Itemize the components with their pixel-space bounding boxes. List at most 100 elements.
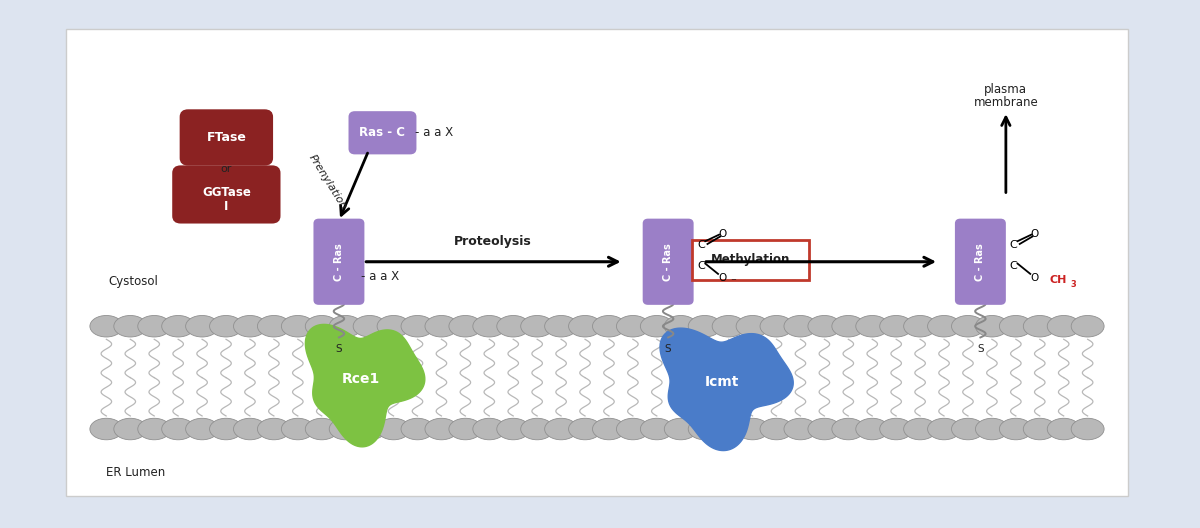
Text: Rce1: Rce1 bbox=[342, 372, 380, 385]
Ellipse shape bbox=[976, 316, 1008, 337]
Text: C - Ras: C - Ras bbox=[976, 243, 985, 280]
Text: membrane: membrane bbox=[973, 97, 1038, 109]
Text: O: O bbox=[1031, 272, 1039, 282]
Ellipse shape bbox=[305, 316, 338, 337]
Ellipse shape bbox=[473, 316, 505, 337]
Ellipse shape bbox=[928, 418, 960, 440]
Ellipse shape bbox=[138, 316, 170, 337]
Polygon shape bbox=[660, 328, 793, 450]
Ellipse shape bbox=[497, 316, 529, 337]
Ellipse shape bbox=[234, 316, 266, 337]
Ellipse shape bbox=[832, 316, 865, 337]
Ellipse shape bbox=[545, 316, 577, 337]
Ellipse shape bbox=[425, 316, 458, 337]
Text: ⁻: ⁻ bbox=[730, 277, 736, 287]
Text: S: S bbox=[665, 344, 672, 354]
Text: C - Ras: C - Ras bbox=[664, 243, 673, 280]
Ellipse shape bbox=[353, 418, 386, 440]
Ellipse shape bbox=[593, 418, 625, 440]
Ellipse shape bbox=[545, 418, 577, 440]
Ellipse shape bbox=[90, 418, 122, 440]
Ellipse shape bbox=[114, 316, 146, 337]
Ellipse shape bbox=[305, 418, 338, 440]
Ellipse shape bbox=[856, 418, 889, 440]
Ellipse shape bbox=[976, 418, 1008, 440]
Ellipse shape bbox=[928, 316, 960, 337]
Ellipse shape bbox=[401, 418, 434, 440]
Text: I: I bbox=[224, 200, 228, 213]
Ellipse shape bbox=[856, 316, 889, 337]
Text: C - Ras: C - Ras bbox=[334, 243, 344, 280]
Text: Proteolysis: Proteolysis bbox=[454, 235, 532, 248]
FancyBboxPatch shape bbox=[691, 240, 809, 279]
Ellipse shape bbox=[473, 418, 505, 440]
Ellipse shape bbox=[497, 418, 529, 440]
Ellipse shape bbox=[736, 316, 769, 337]
Ellipse shape bbox=[641, 316, 673, 337]
Ellipse shape bbox=[1072, 316, 1104, 337]
Ellipse shape bbox=[1024, 316, 1056, 337]
Text: Methylation: Methylation bbox=[710, 253, 790, 267]
Ellipse shape bbox=[1000, 316, 1032, 337]
Ellipse shape bbox=[689, 418, 721, 440]
FancyBboxPatch shape bbox=[173, 166, 280, 222]
Ellipse shape bbox=[1048, 418, 1080, 440]
Ellipse shape bbox=[569, 418, 601, 440]
Ellipse shape bbox=[1048, 316, 1080, 337]
Ellipse shape bbox=[329, 316, 362, 337]
Text: S: S bbox=[336, 344, 342, 354]
Ellipse shape bbox=[281, 418, 314, 440]
Text: - a a X: - a a X bbox=[361, 270, 400, 283]
Ellipse shape bbox=[401, 316, 434, 337]
Ellipse shape bbox=[808, 418, 841, 440]
Text: - a a X: - a a X bbox=[415, 126, 454, 139]
Ellipse shape bbox=[234, 418, 266, 440]
Ellipse shape bbox=[689, 316, 721, 337]
Ellipse shape bbox=[449, 418, 482, 440]
Ellipse shape bbox=[377, 418, 410, 440]
Ellipse shape bbox=[832, 418, 865, 440]
Ellipse shape bbox=[162, 316, 194, 337]
Text: FTase: FTase bbox=[206, 131, 246, 144]
FancyBboxPatch shape bbox=[349, 112, 415, 153]
Ellipse shape bbox=[641, 418, 673, 440]
Ellipse shape bbox=[521, 316, 553, 337]
Text: C: C bbox=[1009, 240, 1018, 250]
Ellipse shape bbox=[258, 418, 290, 440]
Text: or: or bbox=[221, 164, 232, 174]
Text: Prenylation: Prenylation bbox=[306, 153, 348, 212]
Ellipse shape bbox=[665, 418, 697, 440]
Ellipse shape bbox=[904, 418, 936, 440]
Ellipse shape bbox=[162, 418, 194, 440]
Ellipse shape bbox=[593, 316, 625, 337]
Ellipse shape bbox=[712, 316, 745, 337]
Ellipse shape bbox=[784, 418, 817, 440]
Ellipse shape bbox=[712, 418, 745, 440]
Ellipse shape bbox=[569, 316, 601, 337]
Ellipse shape bbox=[880, 418, 913, 440]
FancyBboxPatch shape bbox=[314, 220, 364, 304]
Ellipse shape bbox=[114, 418, 146, 440]
Text: C: C bbox=[1009, 261, 1018, 271]
FancyBboxPatch shape bbox=[643, 220, 692, 304]
Ellipse shape bbox=[784, 316, 817, 337]
FancyBboxPatch shape bbox=[181, 110, 272, 165]
Ellipse shape bbox=[138, 418, 170, 440]
Text: O: O bbox=[718, 229, 726, 239]
Ellipse shape bbox=[617, 418, 649, 440]
Ellipse shape bbox=[353, 316, 386, 337]
Text: O: O bbox=[718, 272, 726, 282]
Ellipse shape bbox=[904, 316, 936, 337]
Ellipse shape bbox=[449, 316, 482, 337]
Text: CH: CH bbox=[1050, 276, 1067, 286]
Ellipse shape bbox=[521, 418, 553, 440]
Text: Icmt: Icmt bbox=[706, 375, 739, 389]
Polygon shape bbox=[305, 324, 425, 447]
Text: O: O bbox=[1031, 229, 1039, 239]
Text: Ras - C: Ras - C bbox=[360, 126, 406, 139]
Ellipse shape bbox=[281, 316, 314, 337]
Ellipse shape bbox=[1000, 418, 1032, 440]
Text: C: C bbox=[697, 240, 704, 250]
Text: S: S bbox=[977, 344, 984, 354]
Ellipse shape bbox=[736, 418, 769, 440]
